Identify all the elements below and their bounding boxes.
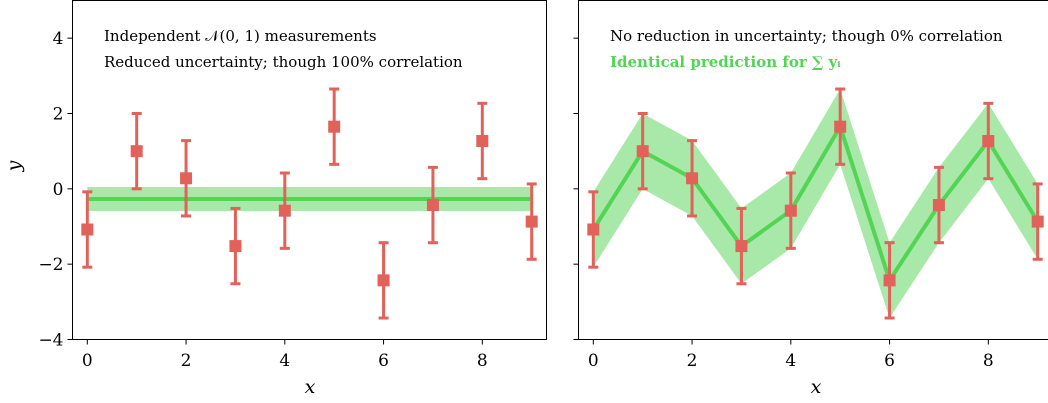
right-tick-layer: 0 2 4 6 8	[573, 37, 994, 371]
left-panel: 0 2 4 6 8 −4 −2 0 2 4 Independent 𝒩(0, 1) measure…	[3, 0, 547, 398]
left-marker-9	[525, 215, 538, 228]
right-marker-8	[982, 134, 995, 147]
right-data-point-5	[834, 87, 847, 166]
right-data-point-3	[735, 206, 748, 286]
left-marker-7	[426, 199, 439, 212]
right-data-point-2	[686, 139, 699, 218]
left-tick-layer: 0 2 4 6 8 −4 −2 0 2 4	[38, 29, 487, 371]
left-y-tick-label-1: −2	[38, 255, 63, 275]
right-data-point-8	[982, 101, 995, 181]
right-data-point-9	[1031, 182, 1044, 261]
left-x-tick-label-0: 0	[82, 351, 93, 371]
right-marker-1	[636, 145, 649, 158]
right-marker-9	[1031, 215, 1044, 228]
right-data-point-4	[784, 171, 797, 250]
right-x-tick-label-3: 6	[884, 351, 895, 371]
right-data-point-1	[636, 112, 649, 191]
right-plot-frame	[578, 0, 1048, 340]
right-data-point-6	[883, 241, 896, 320]
left-annotation-1: Independent 𝒩(0, 1) measurements	[104, 27, 377, 45]
right-marker-7	[932, 199, 945, 212]
left-data-point-5	[328, 87, 341, 166]
left-marker-2	[180, 172, 193, 185]
right-uncertainty-band	[593, 89, 1038, 319]
left-plot-frame	[72, 0, 547, 340]
left-x-tick-label-3: 6	[378, 351, 389, 371]
right-panel: 0 2 4 6 8 No reduction in uncertainty; thoug…	[573, 0, 1048, 398]
right-marker-3	[735, 240, 748, 253]
right-x-tick-label-2: 4	[785, 351, 796, 371]
left-data-point-2	[180, 139, 193, 218]
left-marker-3	[229, 240, 242, 253]
left-x-axis-label: x	[305, 376, 316, 398]
left-x-tick-label-4: 8	[477, 351, 488, 371]
left-x-tick-label-1: 2	[181, 351, 192, 371]
right-marker-6	[883, 274, 896, 287]
right-prediction-line	[591, 121, 1040, 285]
left-y-tick-label-0: −4	[38, 331, 63, 351]
right-plot-layer	[587, 87, 1044, 320]
right-data-point-0	[587, 190, 600, 269]
left-y-tick-label-3: 2	[53, 105, 64, 125]
right-marker-5	[834, 120, 847, 133]
right-marker-0	[587, 223, 600, 236]
left-data-point-6	[377, 241, 390, 320]
left-data-point-1	[130, 112, 143, 191]
left-marker-0	[81, 223, 94, 236]
left-y-tick-label-4: 4	[53, 29, 64, 49]
left-data-point-0	[81, 190, 94, 269]
left-data-point-9	[525, 182, 538, 261]
left-marker-5	[328, 120, 341, 133]
left-data-point-7	[426, 165, 439, 245]
left-marker-6	[377, 274, 390, 287]
right-x-tick-label-4: 8	[983, 351, 994, 371]
left-plot-layer	[81, 87, 538, 320]
right-x-tick-label-1: 2	[687, 351, 698, 371]
left-marker-8	[476, 134, 489, 147]
left-data-point-3	[229, 206, 242, 286]
right-x-axis-label: x	[811, 376, 822, 398]
left-data-point-8	[476, 101, 489, 181]
right-marker-2	[686, 172, 699, 185]
left-annotation-2: Reduced uncertainty; though 100% correla…	[104, 53, 463, 71]
left-marker-4	[278, 204, 291, 217]
right-marker-4	[784, 204, 797, 217]
left-data-point-4	[278, 171, 291, 250]
right-x-tick-label-0: 0	[588, 351, 599, 371]
left-x-tick-label-2: 4	[279, 351, 290, 371]
right-data-point-7	[932, 165, 945, 245]
left-marker-1	[130, 145, 143, 158]
y-axis-label: y	[3, 160, 25, 172]
right-annotation-1: No reduction in uncertainty; though 0% c…	[610, 27, 1003, 45]
right-green-annotation: Identical prediction for ∑ yᵢ	[610, 53, 841, 71]
left-y-tick-label-2: 0	[53, 180, 64, 200]
